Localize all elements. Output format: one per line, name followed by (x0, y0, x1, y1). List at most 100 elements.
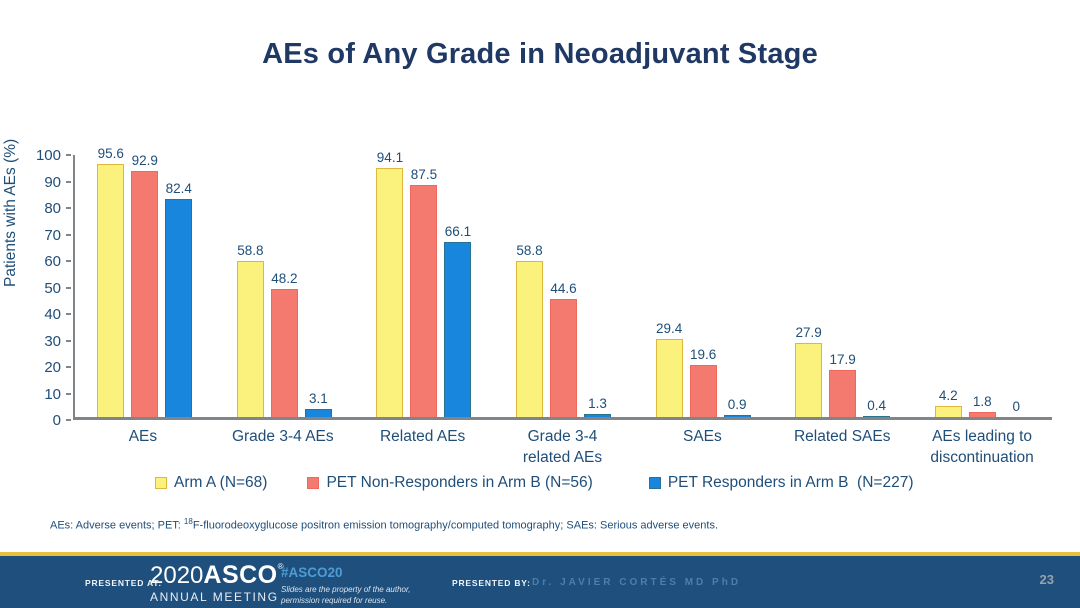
asco-logo-name: ASCO (203, 561, 278, 589)
bar-series3-cat6 (863, 415, 891, 417)
x-category-label-2: Grade 3-4 AEs (231, 428, 334, 445)
bar-value-label: 0 (1012, 399, 1020, 414)
bar-wrap: 17.9 (829, 352, 857, 417)
bar-value-label: 29.4 (655, 321, 683, 337)
disclaimer-line-2: permission required for reuse. (281, 596, 388, 606)
y-tick-mark (66, 180, 71, 183)
bar-series3-cat2 (304, 408, 332, 417)
y-tick-label-40: 40 (44, 306, 61, 323)
slide-title: AEs of Any Grade in Neoadjuvant Stage (262, 38, 818, 70)
bar-wrap: 27.9 (795, 325, 823, 417)
bar-value-label: 1.8 (972, 394, 992, 410)
hashtag-block: #ASCO20 Slides are the property of the a… (281, 565, 410, 606)
bar-group-1: 95.6 92.9 82.4 (75, 146, 215, 417)
x-category-label-6: Related SAEs (793, 428, 891, 445)
bar-value-label: 0.4 (867, 397, 887, 413)
y-tick-label-30: 30 (44, 332, 61, 350)
bar-wrap: 44.6 (550, 280, 578, 417)
asco-logo-year: 2020 (150, 562, 204, 589)
y-tick-label-100: 100 (35, 147, 61, 164)
bar-series1-cat6 (795, 343, 823, 417)
footer-gold-divider (0, 552, 1080, 556)
y-tick-mark (66, 233, 71, 236)
asco-logo-top: 2020ASCO® (150, 563, 284, 588)
bar-value-label: 58.8 (516, 243, 543, 259)
bar-series2-cat3 (410, 185, 438, 417)
y-tick-mark (66, 207, 71, 209)
bar-wrap: 82.4 (165, 180, 193, 417)
bar-series2-cat4 (550, 298, 578, 417)
bar-wrap: 1.3 (584, 396, 612, 417)
asco-logo-subtitle: ANNUAL MEETING (150, 590, 279, 604)
bar-value-label: 58.8 (237, 243, 264, 259)
legend-label: PET Non-Responders in Arm B (N=56) (326, 474, 593, 491)
presented-at-label: PRESENTED AT: (85, 578, 162, 588)
chart-legend: Arm A (N=68) PET Non-Responders in Arm B … (155, 474, 913, 492)
bar-wrap: 92.9 (131, 152, 159, 417)
disclaimer-line-1: Slides are the property of the author, (281, 585, 411, 594)
y-tick-mark (66, 260, 71, 262)
bar-series2-cat2 (270, 289, 298, 417)
y-tick-label-60: 60 (44, 253, 61, 270)
bar-series2-cat6 (829, 369, 857, 417)
bar-value-label: 82.4 (165, 180, 192, 196)
bar-series2-cat1 (131, 170, 159, 417)
y-tick-mark (66, 154, 71, 156)
legend-swatch-icon (155, 477, 167, 489)
x-category-label-3: Related AEs (379, 428, 466, 445)
y-tick-mark (66, 392, 71, 395)
bar-wrap: 19.6 (689, 347, 717, 417)
bar-series1-cat5 (655, 339, 683, 417)
y-axis: 0 10 20 30 40 50 60 70 80 90 100 (3, 147, 71, 429)
bar-series3-cat5 (723, 414, 751, 417)
y-tick-mark (66, 286, 71, 289)
x-category-label-7: AEs leading to discontinuation (930, 428, 1034, 466)
y-tick-label-0: 0 (52, 412, 61, 429)
bar-chart: Patients with AEs (%) 0 10 20 30 40 50 60 70 80 9… (2, 139, 1052, 469)
footnote-text-2: F-fluorodeoxyglucose positron emission t… (192, 519, 719, 532)
x-axis-labels: AEs Grade 3-4 AEs Related AEs Grade 3-4 rel… (73, 427, 1052, 469)
bar-wrap: 0.4 (863, 397, 891, 417)
legend-item-2: PET Non-Responders in Arm B (N=56) (307, 474, 593, 492)
bar-value-label: 92.9 (131, 152, 158, 168)
bar-wrap: 3.1 (304, 390, 332, 417)
bar-wrap: 95.6 (97, 145, 125, 417)
bar-group-3: 94.1 87.5 66.1 (354, 150, 494, 417)
bar-value-label: 0.9 (727, 396, 747, 412)
legend-item-1: Arm A (N=68) (155, 474, 267, 492)
y-tick-label-20: 20 (44, 359, 61, 376)
bar-value-label: 66.1 (444, 223, 472, 239)
page-number: 23 (1039, 572, 1054, 587)
presenter-name: Dr. JAVIER CORTÉS MD PhD (532, 577, 742, 588)
hashtag: #ASCO20 (281, 565, 343, 580)
y-tick-label-90: 90 (44, 173, 61, 191)
bar-value-label: 95.6 (97, 145, 124, 161)
x-category-label-4: Grade 3-4 related AEs (522, 428, 603, 466)
presented-by-label: PRESENTED BY: (452, 578, 531, 588)
bar-value-label: 3.1 (308, 390, 328, 406)
footer-bar: PRESENTED AT: 2020ASCO® ANNUAL MEETING #… (0, 556, 1080, 608)
legend-label: Arm A (N=68) (174, 474, 268, 491)
bar-value-label: 44.6 (550, 280, 577, 296)
bar-series3-cat1 (165, 198, 193, 417)
bar-wrap: 48.2 (270, 271, 298, 417)
bar-series1-cat2 (236, 261, 264, 417)
bar-wrap: 94.1 (376, 150, 404, 417)
bar-series1-cat7 (934, 405, 962, 417)
x-category-label-1: AEs (128, 428, 158, 445)
bar-series2-cat5 (689, 365, 717, 417)
bar-wrap: 58.8 (236, 243, 264, 417)
bar-wrap: 0 (1003, 399, 1030, 417)
bar-series1-cat1 (97, 163, 125, 417)
legend-label: PET Responders in Arm B (N=227) (667, 474, 914, 491)
bar-series1-cat3 (376, 167, 404, 417)
bar-wrap: 1.8 (968, 394, 996, 417)
bar-wrap: 66.1 (444, 223, 472, 417)
bar-group-5: 29.4 19.6 0.9 (633, 155, 773, 417)
bar-group-2: 58.8 48.2 3.1 (215, 155, 355, 417)
y-tick-label-80: 80 (44, 200, 61, 217)
bar-value-label: 87.5 (410, 167, 438, 183)
asco-logo: 2020ASCO® ANNUAL MEETING (150, 563, 284, 604)
y-tick-mark (66, 313, 71, 315)
bar-value-label: 4.2 (938, 387, 958, 403)
